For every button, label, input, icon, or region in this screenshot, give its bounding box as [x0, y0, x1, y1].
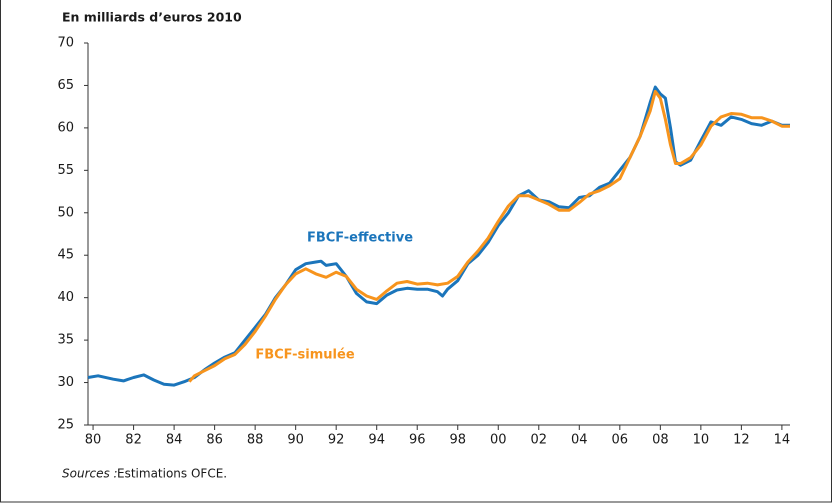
x-tick-label: 92 — [328, 433, 345, 448]
source-text: Estimations OFCE. — [117, 467, 227, 481]
y-tick-label: 45 — [57, 248, 74, 263]
x-tick-label: 10 — [693, 433, 710, 448]
x-tick-label: 90 — [287, 433, 304, 448]
x-tick-label: 82 — [125, 433, 142, 448]
x-tick-label: 96 — [409, 433, 426, 448]
y-tick-label: 70 — [57, 36, 74, 51]
legend-label: FBCF-simulée — [255, 348, 354, 363]
y-tick-label: 50 — [57, 205, 74, 220]
y-tick-label: 55 — [57, 163, 74, 178]
legend-label: FBCF-effective — [307, 231, 413, 246]
series-line — [188, 89, 790, 383]
y-tick-label: 30 — [57, 375, 74, 390]
x-tick-label: 04 — [571, 433, 588, 448]
x-tick-label: 08 — [652, 433, 669, 448]
x-tick-label: 00 — [490, 433, 507, 448]
y-tick-label: 65 — [57, 78, 74, 93]
y-tick-label: 40 — [57, 290, 74, 305]
x-tick-label: 06 — [612, 433, 629, 448]
y-tick-label: 35 — [57, 333, 74, 348]
chart-title: En milliards d’euros 2010 — [62, 10, 242, 25]
x-tick-label: 14 — [774, 433, 791, 448]
x-tick-label: 02 — [531, 433, 548, 448]
x-tick-label: 84 — [166, 433, 183, 448]
y-tick-label: 60 — [57, 120, 74, 135]
series-line — [87, 85, 790, 387]
x-tick-label: 80 — [85, 433, 102, 448]
source-label: Sources : — [62, 467, 118, 481]
x-tick-label: 98 — [449, 433, 466, 448]
x-tick-label: 88 — [247, 433, 264, 448]
x-tick-label: 94 — [368, 433, 385, 448]
x-tick-label: 12 — [733, 433, 750, 448]
y-tick-label: 25 — [57, 418, 74, 433]
x-tick-label: 86 — [206, 433, 223, 448]
